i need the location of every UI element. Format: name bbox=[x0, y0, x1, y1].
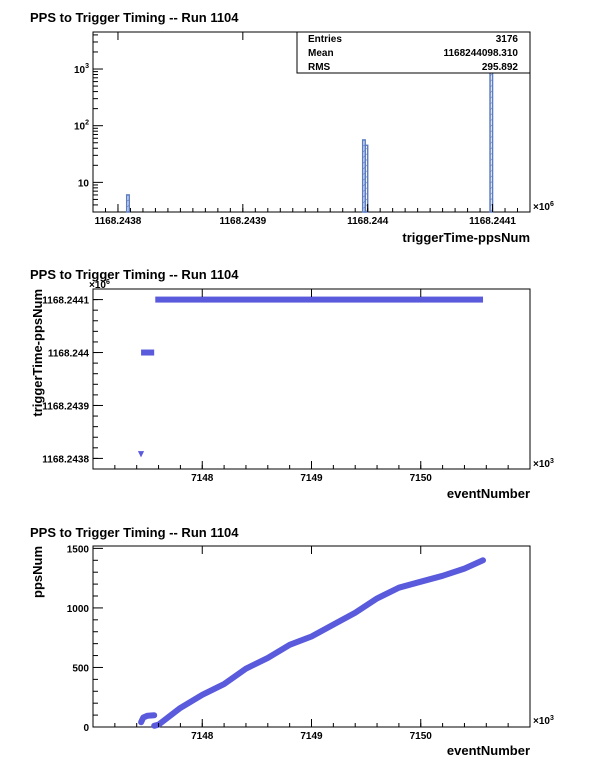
stats-label: Mean bbox=[308, 48, 334, 59]
trigger-time-points: ▾ bbox=[137, 296, 484, 460]
pps-num-series-early bbox=[138, 712, 158, 726]
pps-num-title: PPS to Trigger Timing -- Run 1104 bbox=[30, 525, 239, 540]
trigger-time-y-axis-label: triggerTime-ppsNum bbox=[30, 289, 45, 417]
histogram-bar-2 bbox=[364, 144, 369, 213]
histogram-x-multiplier: ×106 bbox=[533, 201, 554, 213]
histogram-y-tick-label: 102 bbox=[74, 120, 89, 133]
trigger-time-panel: PPS to Trigger Timing -- Run 1104 ▾ 7148… bbox=[30, 267, 554, 501]
stats-box bbox=[296, 31, 531, 74]
pps-num-y-tick-label: 500 bbox=[72, 663, 89, 674]
histogram-panel: PPS to Trigger Timing -- Run 1104 1168.2… bbox=[30, 10, 554, 245]
trigger-time-y-tick-label: 1168.2441 bbox=[42, 296, 89, 307]
trigger-time-band-2 bbox=[155, 296, 484, 303]
histogram-y-ticks: 10 102 103 bbox=[74, 34, 103, 213]
histogram-x-tick-label: 1168.2439 bbox=[219, 216, 266, 227]
trigger-time-x-tick-label: 7148 bbox=[191, 473, 214, 484]
pps-num-y-tick-label: 0 bbox=[83, 723, 89, 734]
pps-num-x-multiplier: ×103 bbox=[533, 715, 554, 727]
stats-entries: Entries 3176 Mean 1168244098.310 RMS 295.892 bbox=[308, 34, 518, 73]
histogram-bars bbox=[125, 41, 494, 213]
histogram-y-tick-label: 10 bbox=[78, 178, 90, 189]
trigger-time-y-tick-label: 1168.2439 bbox=[42, 401, 89, 412]
stats-label: RMS bbox=[308, 62, 331, 73]
pps-num-x-ticks: 7148 7149 7150 bbox=[114, 546, 531, 742]
pps-num-points bbox=[138, 557, 486, 729]
trigger-time-frame bbox=[92, 288, 531, 470]
pps-num-panel: PPS to Trigger Timing -- Run 1104 7148 71… bbox=[30, 525, 554, 758]
trigger-time-x-tick-label: 7150 bbox=[410, 473, 433, 484]
trigger-time-x-ticks: 7148 7149 7150 bbox=[114, 289, 531, 484]
histogram-x-axis-label: triggerTime-ppsNum bbox=[402, 230, 530, 245]
trigger-time-band-1 bbox=[141, 349, 155, 356]
stats-value: 3176 bbox=[496, 34, 519, 45]
trigger-time-title: PPS to Trigger Timing -- Run 1104 bbox=[30, 267, 239, 282]
trigger-time-x-tick-label: 7149 bbox=[300, 473, 323, 484]
histogram-y-tick-label: 103 bbox=[74, 63, 89, 76]
pps-num-x-tick-label: 7149 bbox=[300, 731, 323, 742]
pps-num-y-tick-label: 1000 bbox=[67, 604, 90, 615]
trigger-time-x-axis-label: eventNumber bbox=[447, 486, 530, 501]
trigger-time-y-tick-label: 1168.2438 bbox=[42, 454, 89, 465]
stats-label: Entries bbox=[308, 34, 342, 45]
histogram-title: PPS to Trigger Timing -- Run 1104 bbox=[30, 10, 239, 25]
trigger-time-y-ticks: 1168.2438 1168.2439 1168.244 1168.2441 bbox=[42, 288, 103, 470]
pps-num-series-main bbox=[151, 557, 486, 729]
histogram-x-tick-label: 1168.2441 bbox=[469, 216, 516, 227]
stats-value: 295.892 bbox=[482, 62, 519, 73]
pps-num-x-tick-label: 7150 bbox=[410, 731, 433, 742]
trigger-time-x-multiplier: ×103 bbox=[533, 458, 554, 470]
pps-num-y-ticks: 0 500 1000 1500 bbox=[67, 544, 103, 734]
pps-num-x-tick-label: 7148 bbox=[191, 731, 214, 742]
trigger-time-y-multiplier: ×106 bbox=[89, 279, 110, 291]
histogram-x-tick-label: 1168.2438 bbox=[95, 216, 142, 227]
pps-num-x-axis-label: eventNumber bbox=[447, 743, 530, 758]
pps-num-y-axis-label: ppsNum bbox=[30, 546, 45, 598]
trigger-time-point-0: ▾ bbox=[137, 448, 144, 460]
histogram-bar-0 bbox=[125, 194, 130, 213]
stats-value: 1168244098.310 bbox=[443, 48, 518, 59]
pps-num-y-tick-label: 1500 bbox=[67, 544, 90, 555]
trigger-time-y-tick-label: 1168.244 bbox=[48, 349, 90, 360]
histogram-x-tick-label: 1168.244 bbox=[347, 216, 389, 227]
